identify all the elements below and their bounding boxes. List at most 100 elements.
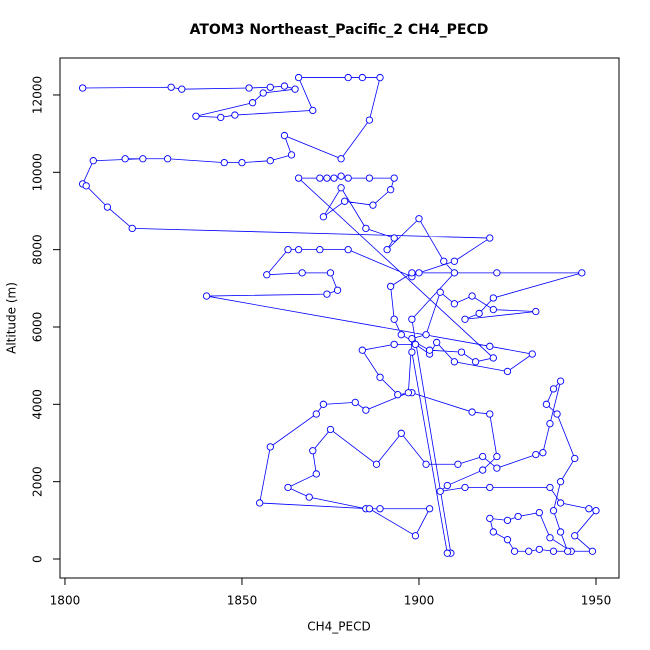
data-line xyxy=(82,77,597,554)
data-point xyxy=(284,246,292,254)
data-point xyxy=(454,460,462,468)
x-tick-label: 1800 xyxy=(50,594,81,608)
data-point xyxy=(528,350,536,358)
data-point xyxy=(163,155,172,163)
data-point xyxy=(298,269,306,277)
data-point xyxy=(475,309,483,318)
data-point xyxy=(503,536,512,544)
data-point xyxy=(238,158,246,167)
data-point xyxy=(89,157,97,165)
data-point xyxy=(493,452,501,461)
data-point xyxy=(245,84,253,92)
data-point xyxy=(556,478,565,486)
data-point xyxy=(344,246,352,254)
data-point xyxy=(433,338,441,347)
data-point xyxy=(365,505,374,513)
data-point xyxy=(387,186,395,194)
data-point xyxy=(280,131,289,140)
data-point xyxy=(535,545,543,553)
data-point xyxy=(202,292,211,300)
data-point xyxy=(263,271,271,279)
data-point xyxy=(365,116,374,124)
data-point xyxy=(139,155,147,163)
data-point xyxy=(486,342,494,350)
data-point xyxy=(316,174,324,182)
plot-frame xyxy=(59,57,620,579)
data-point xyxy=(103,203,112,211)
data-point xyxy=(525,547,533,555)
data-point xyxy=(390,174,398,182)
data-point xyxy=(351,398,359,407)
data-point xyxy=(571,532,579,540)
data-point xyxy=(443,549,451,557)
data-point xyxy=(192,112,200,120)
data-point xyxy=(121,155,129,163)
data-point xyxy=(564,547,572,555)
x-tick-label: 1900 xyxy=(404,594,435,608)
data-point xyxy=(549,547,558,555)
data-point xyxy=(312,470,320,478)
data-point xyxy=(408,315,416,323)
data-point xyxy=(588,547,597,555)
data-point xyxy=(503,516,512,524)
data-point xyxy=(167,83,175,91)
data-point xyxy=(489,354,497,362)
data-point xyxy=(365,174,374,182)
data-point xyxy=(450,269,459,277)
data-point xyxy=(549,507,558,515)
data-point xyxy=(128,224,136,233)
data-point xyxy=(486,483,494,492)
x-tick-label: 1850 xyxy=(227,594,258,608)
y-tick-label: 4000 xyxy=(31,389,45,420)
data-point xyxy=(390,340,398,349)
data-point xyxy=(468,292,476,300)
data-point xyxy=(425,505,434,513)
data-point xyxy=(383,246,391,254)
data-point xyxy=(178,85,186,93)
data-point xyxy=(411,340,420,349)
data-point xyxy=(408,348,416,356)
data-point xyxy=(397,429,405,437)
data-point xyxy=(556,377,565,385)
data-point xyxy=(415,215,423,223)
data-point xyxy=(404,389,413,397)
data-point xyxy=(450,358,459,366)
data-point xyxy=(556,528,565,536)
data-point xyxy=(585,505,593,513)
data-point xyxy=(578,269,586,277)
data-point xyxy=(376,373,384,381)
data-point xyxy=(294,174,303,182)
data-point xyxy=(471,358,480,366)
data-point xyxy=(280,82,289,90)
data-point xyxy=(323,290,331,298)
data-point xyxy=(340,197,349,205)
data-point xyxy=(284,483,292,492)
data-point xyxy=(486,514,494,523)
y-tick-label: 0 xyxy=(31,555,45,563)
data-point xyxy=(316,246,324,254)
data-point xyxy=(287,151,296,159)
data-point xyxy=(489,305,497,314)
y-tick-label: 8000 xyxy=(31,234,45,265)
data-point xyxy=(493,464,501,472)
data-point xyxy=(411,532,420,540)
data-point xyxy=(592,507,600,515)
data-point xyxy=(479,466,487,474)
data-point xyxy=(489,528,497,536)
data-point xyxy=(217,113,225,122)
data-point xyxy=(248,99,257,107)
data-point xyxy=(319,400,328,408)
data-point xyxy=(337,172,345,180)
y-axis-label: Altitude (m) xyxy=(5,282,19,354)
data-point xyxy=(259,89,267,97)
data-point xyxy=(387,282,395,291)
data-point xyxy=(358,346,366,354)
data-point xyxy=(312,410,320,418)
data-point xyxy=(461,315,469,323)
data-point xyxy=(546,483,554,492)
data-point xyxy=(266,83,274,91)
data-point xyxy=(323,174,331,182)
data-point xyxy=(546,420,554,428)
data-point xyxy=(408,269,416,277)
